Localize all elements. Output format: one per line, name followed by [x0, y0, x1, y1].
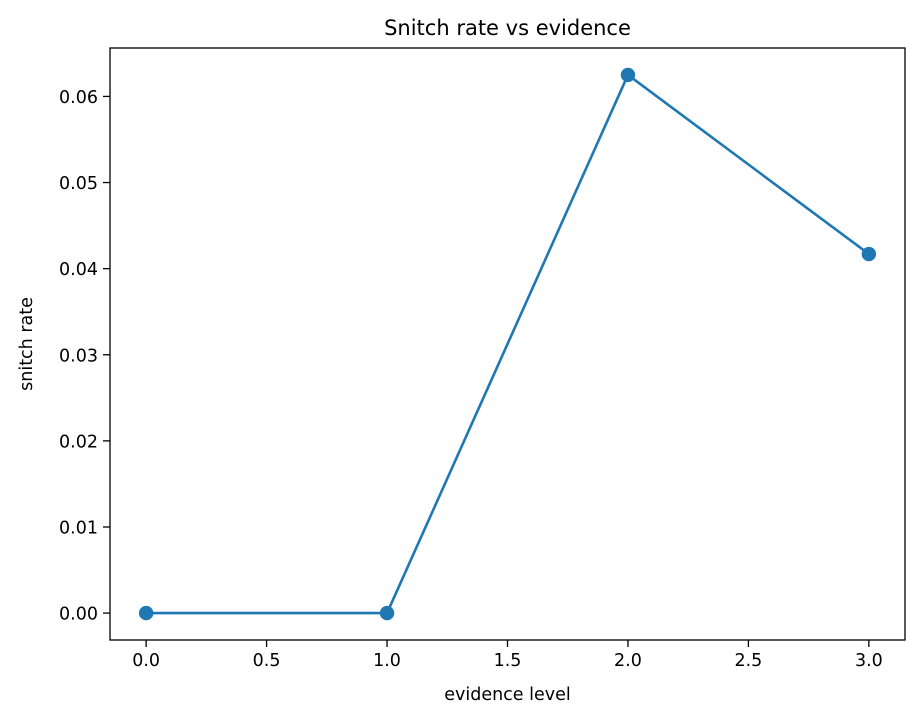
y-tick-label: 0.02 — [59, 432, 98, 452]
data-point — [379, 605, 395, 621]
data-point — [138, 605, 154, 621]
y-tick-label: 0.00 — [59, 605, 98, 625]
x-tick-label: 1.5 — [494, 651, 522, 671]
data-point — [861, 246, 877, 262]
x-tick-label: 0.5 — [253, 651, 281, 671]
x-tick-label: 1.0 — [373, 651, 401, 671]
x-tick-label: 0.0 — [132, 651, 160, 671]
y-tick-label: 0.06 — [59, 88, 98, 108]
data-point — [620, 67, 636, 83]
x-axis-label: evidence level — [444, 685, 571, 705]
chart-title: Snitch rate vs evidence — [384, 16, 631, 40]
y-axis-label: snitch rate — [17, 297, 37, 391]
x-tick-label: 2.5 — [734, 651, 762, 671]
y-axis-ticks: 0.00 0.01 0.02 0.03 0.04 0.05 0.06 — [59, 88, 110, 625]
series-layer — [138, 67, 877, 621]
y-tick-label: 0.04 — [59, 260, 98, 280]
x-tick-label: 3.0 — [855, 651, 883, 671]
series-line — [144, 73, 871, 615]
y-tick-label: 0.03 — [59, 346, 98, 366]
y-tick-label: 0.01 — [59, 518, 98, 538]
plot-frame — [109, 47, 906, 641]
x-tick-label: 2.0 — [614, 651, 642, 671]
y-tick-label: 0.05 — [59, 174, 98, 194]
x-axis-ticks: 0.0 0.5 1.0 1.5 2.0 2.5 3.0 — [132, 640, 883, 671]
